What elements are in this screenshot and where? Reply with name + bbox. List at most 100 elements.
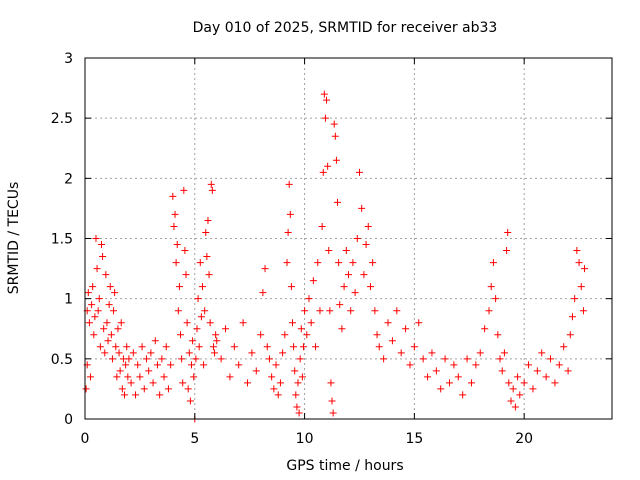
- data-point: [136, 373, 144, 381]
- data-point: [371, 307, 379, 315]
- data-point: [289, 319, 297, 327]
- data-point: [89, 283, 97, 291]
- data-point: [503, 247, 511, 255]
- data-point: [97, 241, 105, 249]
- data-point: [134, 361, 142, 369]
- data-point: [102, 271, 110, 279]
- data-point: [259, 289, 267, 297]
- data-point: [291, 367, 299, 375]
- data-point: [305, 295, 313, 303]
- data-point: [504, 228, 512, 236]
- data-point: [200, 361, 208, 369]
- data-point: [104, 337, 112, 345]
- data-point: [91, 313, 99, 321]
- data-point: [103, 319, 111, 327]
- data-point: [272, 361, 280, 369]
- data-point: [349, 259, 357, 267]
- data-point: [115, 349, 123, 357]
- data-point: [568, 313, 576, 321]
- data-point: [284, 228, 292, 236]
- data-point: [222, 325, 230, 333]
- data-point: [571, 295, 579, 303]
- x-tick-label: 10: [296, 431, 314, 447]
- data-point: [329, 409, 337, 417]
- data-point: [489, 259, 497, 267]
- data-point: [90, 331, 98, 339]
- data-point: [330, 120, 338, 128]
- data-point: [353, 235, 361, 242]
- data-point: [321, 114, 329, 122]
- data-point: [196, 259, 204, 267]
- data-point: [100, 325, 108, 333]
- data-point: [366, 283, 374, 291]
- data-point: [318, 222, 326, 230]
- data-point: [174, 307, 182, 315]
- data-point: [88, 301, 96, 309]
- y-tick-label: 1.5: [51, 232, 73, 248]
- data-point: [335, 259, 343, 267]
- data-point: [332, 156, 340, 164]
- data-point: [164, 385, 172, 393]
- data-point: [177, 331, 185, 339]
- data-point: [485, 307, 493, 315]
- data-point: [110, 307, 118, 315]
- data-point: [509, 385, 517, 393]
- x-axis-label: GPS time / hours: [286, 458, 403, 474]
- data-point: [542, 373, 550, 381]
- data-point: [208, 186, 216, 194]
- data-point: [281, 331, 289, 339]
- axis-ticks: 0 5 10 15 20 0 0.5 1 1.5 2 2.5 3: [51, 51, 612, 447]
- data-point: [276, 379, 284, 387]
- data-point: [169, 192, 177, 200]
- data-point: [179, 379, 187, 387]
- data-point: [336, 301, 344, 309]
- data-point: [206, 319, 214, 327]
- data-point: [393, 307, 401, 315]
- data-point: [301, 307, 309, 315]
- data-point: [118, 385, 126, 393]
- data-point: [261, 265, 269, 273]
- data-point: [149, 379, 157, 387]
- y-tick-label: 0.5: [51, 352, 73, 368]
- data-point: [424, 373, 432, 381]
- data-point: [127, 379, 135, 387]
- data-point: [351, 289, 359, 297]
- data-point: [285, 180, 293, 188]
- data-point: [172, 259, 180, 267]
- data-point: [500, 349, 508, 357]
- data-point: [364, 222, 372, 230]
- data-point: [99, 253, 107, 261]
- data-point: [319, 168, 327, 176]
- data-point: [334, 198, 342, 206]
- data-point: [113, 373, 121, 381]
- data-point: [185, 349, 193, 357]
- data-point: [316, 307, 324, 315]
- data-point: [106, 283, 114, 291]
- data-point: [204, 216, 212, 224]
- data-point: [314, 259, 322, 267]
- data-point: [384, 319, 392, 327]
- data-point: [525, 361, 533, 369]
- data-point: [239, 319, 247, 327]
- x-tick-label: 20: [515, 431, 533, 447]
- data-point: [111, 289, 119, 297]
- data-point: [492, 295, 500, 303]
- data-point: [566, 331, 574, 339]
- data-point: [263, 343, 271, 351]
- x-tick-label: 15: [405, 431, 423, 447]
- data-point: [252, 367, 260, 375]
- data-point: [85, 319, 93, 327]
- data-point: [538, 349, 546, 357]
- data-point: [331, 132, 339, 140]
- data-point: [212, 331, 220, 339]
- data-point: [340, 283, 348, 291]
- data-point: [151, 337, 159, 345]
- data-point: [581, 265, 589, 273]
- data-point: [95, 295, 103, 303]
- y-tick-label: 2: [64, 171, 73, 187]
- data-point: [402, 325, 410, 333]
- data-point: [338, 325, 346, 333]
- data-point: [194, 295, 202, 303]
- data-point: [487, 283, 495, 291]
- data-point: [463, 355, 471, 363]
